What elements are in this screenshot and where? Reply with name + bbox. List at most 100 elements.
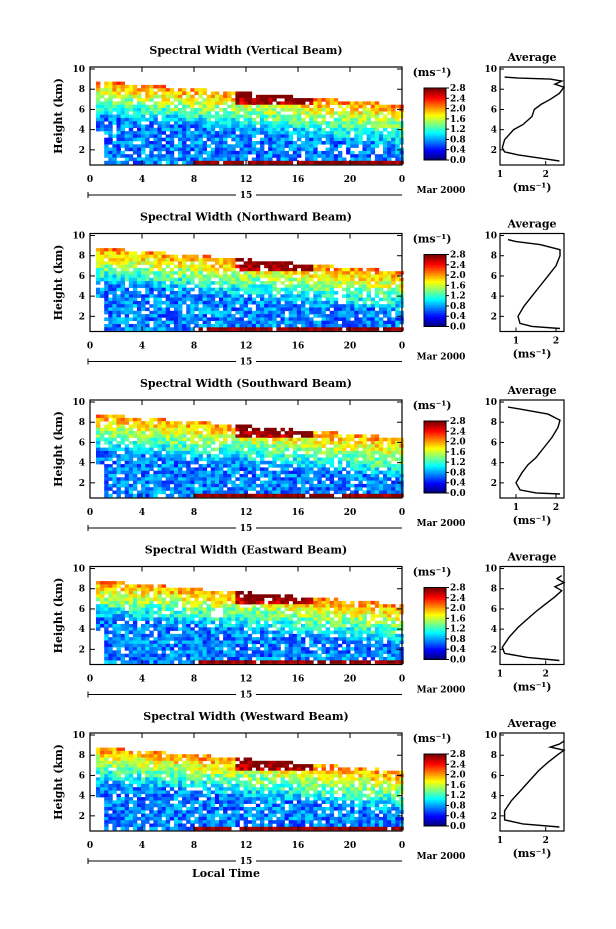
heatmap-cell <box>124 131 130 135</box>
heatmap-cell <box>235 264 240 269</box>
heatmap-cell <box>313 154 318 158</box>
heatmap-cell <box>194 160 199 165</box>
heatmap-cell <box>104 454 109 458</box>
heatmap-cell <box>333 314 339 318</box>
heatmap-cell <box>169 457 175 462</box>
heatmap-cell <box>149 114 154 119</box>
heatmap-cell <box>305 480 310 485</box>
heatmap-cell <box>284 441 289 445</box>
heatmap-cell <box>231 91 236 96</box>
heatmap-cell <box>186 421 191 425</box>
heatmap-cell <box>235 424 240 429</box>
heatmap-cell <box>198 147 203 152</box>
y-tick-label: 4 <box>79 459 85 469</box>
heatmap-cell <box>104 277 109 282</box>
heatmap-cell <box>186 431 191 435</box>
heatmap-cell <box>169 627 175 631</box>
heatmap-cell <box>120 640 125 645</box>
heatmap-cell <box>165 493 171 498</box>
heatmap-cell <box>292 98 298 102</box>
heatmap-cell <box>120 134 125 138</box>
heatmap-cell <box>104 657 109 661</box>
colorbar-segment <box>424 439 446 442</box>
heatmap-cell <box>358 117 363 122</box>
heatmap-cell <box>157 287 162 292</box>
heatmap-cell <box>194 264 199 269</box>
heatmap-cell <box>214 160 220 165</box>
colorbar-segment <box>424 491 446 494</box>
colorbar-segment <box>424 427 446 430</box>
heatmap-cell <box>120 604 125 608</box>
heatmap-cell <box>149 460 154 465</box>
heatmap-cell <box>108 124 113 129</box>
heatmap-cell <box>116 624 121 628</box>
heatmap-cell <box>161 617 166 621</box>
heatmap-cell <box>104 150 109 155</box>
heatmap-cell <box>292 320 298 325</box>
heatmap-cell <box>284 470 289 475</box>
heatmap-cell <box>124 467 130 471</box>
heatmap-cell <box>124 104 130 109</box>
heatmap-cell <box>161 424 166 429</box>
heatmap-cell <box>231 447 236 452</box>
heatmap-cell <box>251 474 257 478</box>
heatmap-cell <box>247 284 253 288</box>
heatmap-cell <box>305 150 310 155</box>
heatmap-cell <box>370 450 376 455</box>
heatmap-cell <box>112 81 117 86</box>
heatmap-cell <box>395 121 400 125</box>
heatmap-cell <box>325 304 330 308</box>
heatmap-cell <box>182 587 187 592</box>
heatmap-cell <box>317 108 322 112</box>
heatmap-cell <box>342 467 347 471</box>
colorbar-segment <box>424 108 446 111</box>
heatmap-cell <box>165 464 171 468</box>
heatmap-cell <box>231 131 236 135</box>
heatmap-cell <box>108 581 113 585</box>
heatmap-cell <box>301 300 306 305</box>
heatmap-cell <box>276 94 281 99</box>
colorbar-segment <box>424 118 446 121</box>
heatmap-cell <box>301 304 306 308</box>
heatmap-cell <box>374 447 380 452</box>
heatmap-cell <box>165 277 171 282</box>
heatmap-cell <box>210 314 216 318</box>
heatmap-cell <box>272 310 277 315</box>
heatmap-cell <box>219 324 224 328</box>
heatmap-cell <box>288 483 294 488</box>
heatmap-cell <box>350 483 355 488</box>
heatmap-cell <box>178 427 183 432</box>
heatmap-cell <box>198 450 203 455</box>
heatmap-cell <box>128 607 134 612</box>
heatmap-cell <box>100 591 105 595</box>
heatmap-cell <box>247 291 253 295</box>
heatmap-cell <box>329 457 335 462</box>
heatmap-cell <box>342 324 347 328</box>
heatmap-cell <box>190 310 195 315</box>
heatmap-cell <box>243 154 248 158</box>
heatmap-cell <box>239 317 244 321</box>
heatmap-cell <box>178 450 183 455</box>
heatmap-cell <box>206 487 212 491</box>
heatmap-cell <box>247 127 253 132</box>
heatmap-cell <box>284 487 289 491</box>
heatmap-cell <box>153 591 158 595</box>
heatmap-cell <box>219 141 224 145</box>
heatmap-cell <box>116 604 121 608</box>
heatmap-cell <box>321 267 326 272</box>
heatmap-cell <box>288 317 294 321</box>
heatmap-cell <box>132 447 138 452</box>
heatmap-cell <box>214 477 220 481</box>
heatmap-cell <box>169 88 175 92</box>
heatmap-cell <box>198 300 203 305</box>
heatmap-cell <box>288 117 294 122</box>
heatmap-cell <box>141 297 146 302</box>
heatmap-cell <box>202 474 207 478</box>
heatmap-cell <box>137 291 142 295</box>
colorbar-tick-label: 2.4 <box>450 427 466 437</box>
heatmap-cell <box>243 483 248 488</box>
heatmap-cell <box>137 480 142 485</box>
heatmap-cell <box>104 640 109 645</box>
heatmap-cell <box>145 447 150 452</box>
colorbar-segment <box>424 94 446 97</box>
